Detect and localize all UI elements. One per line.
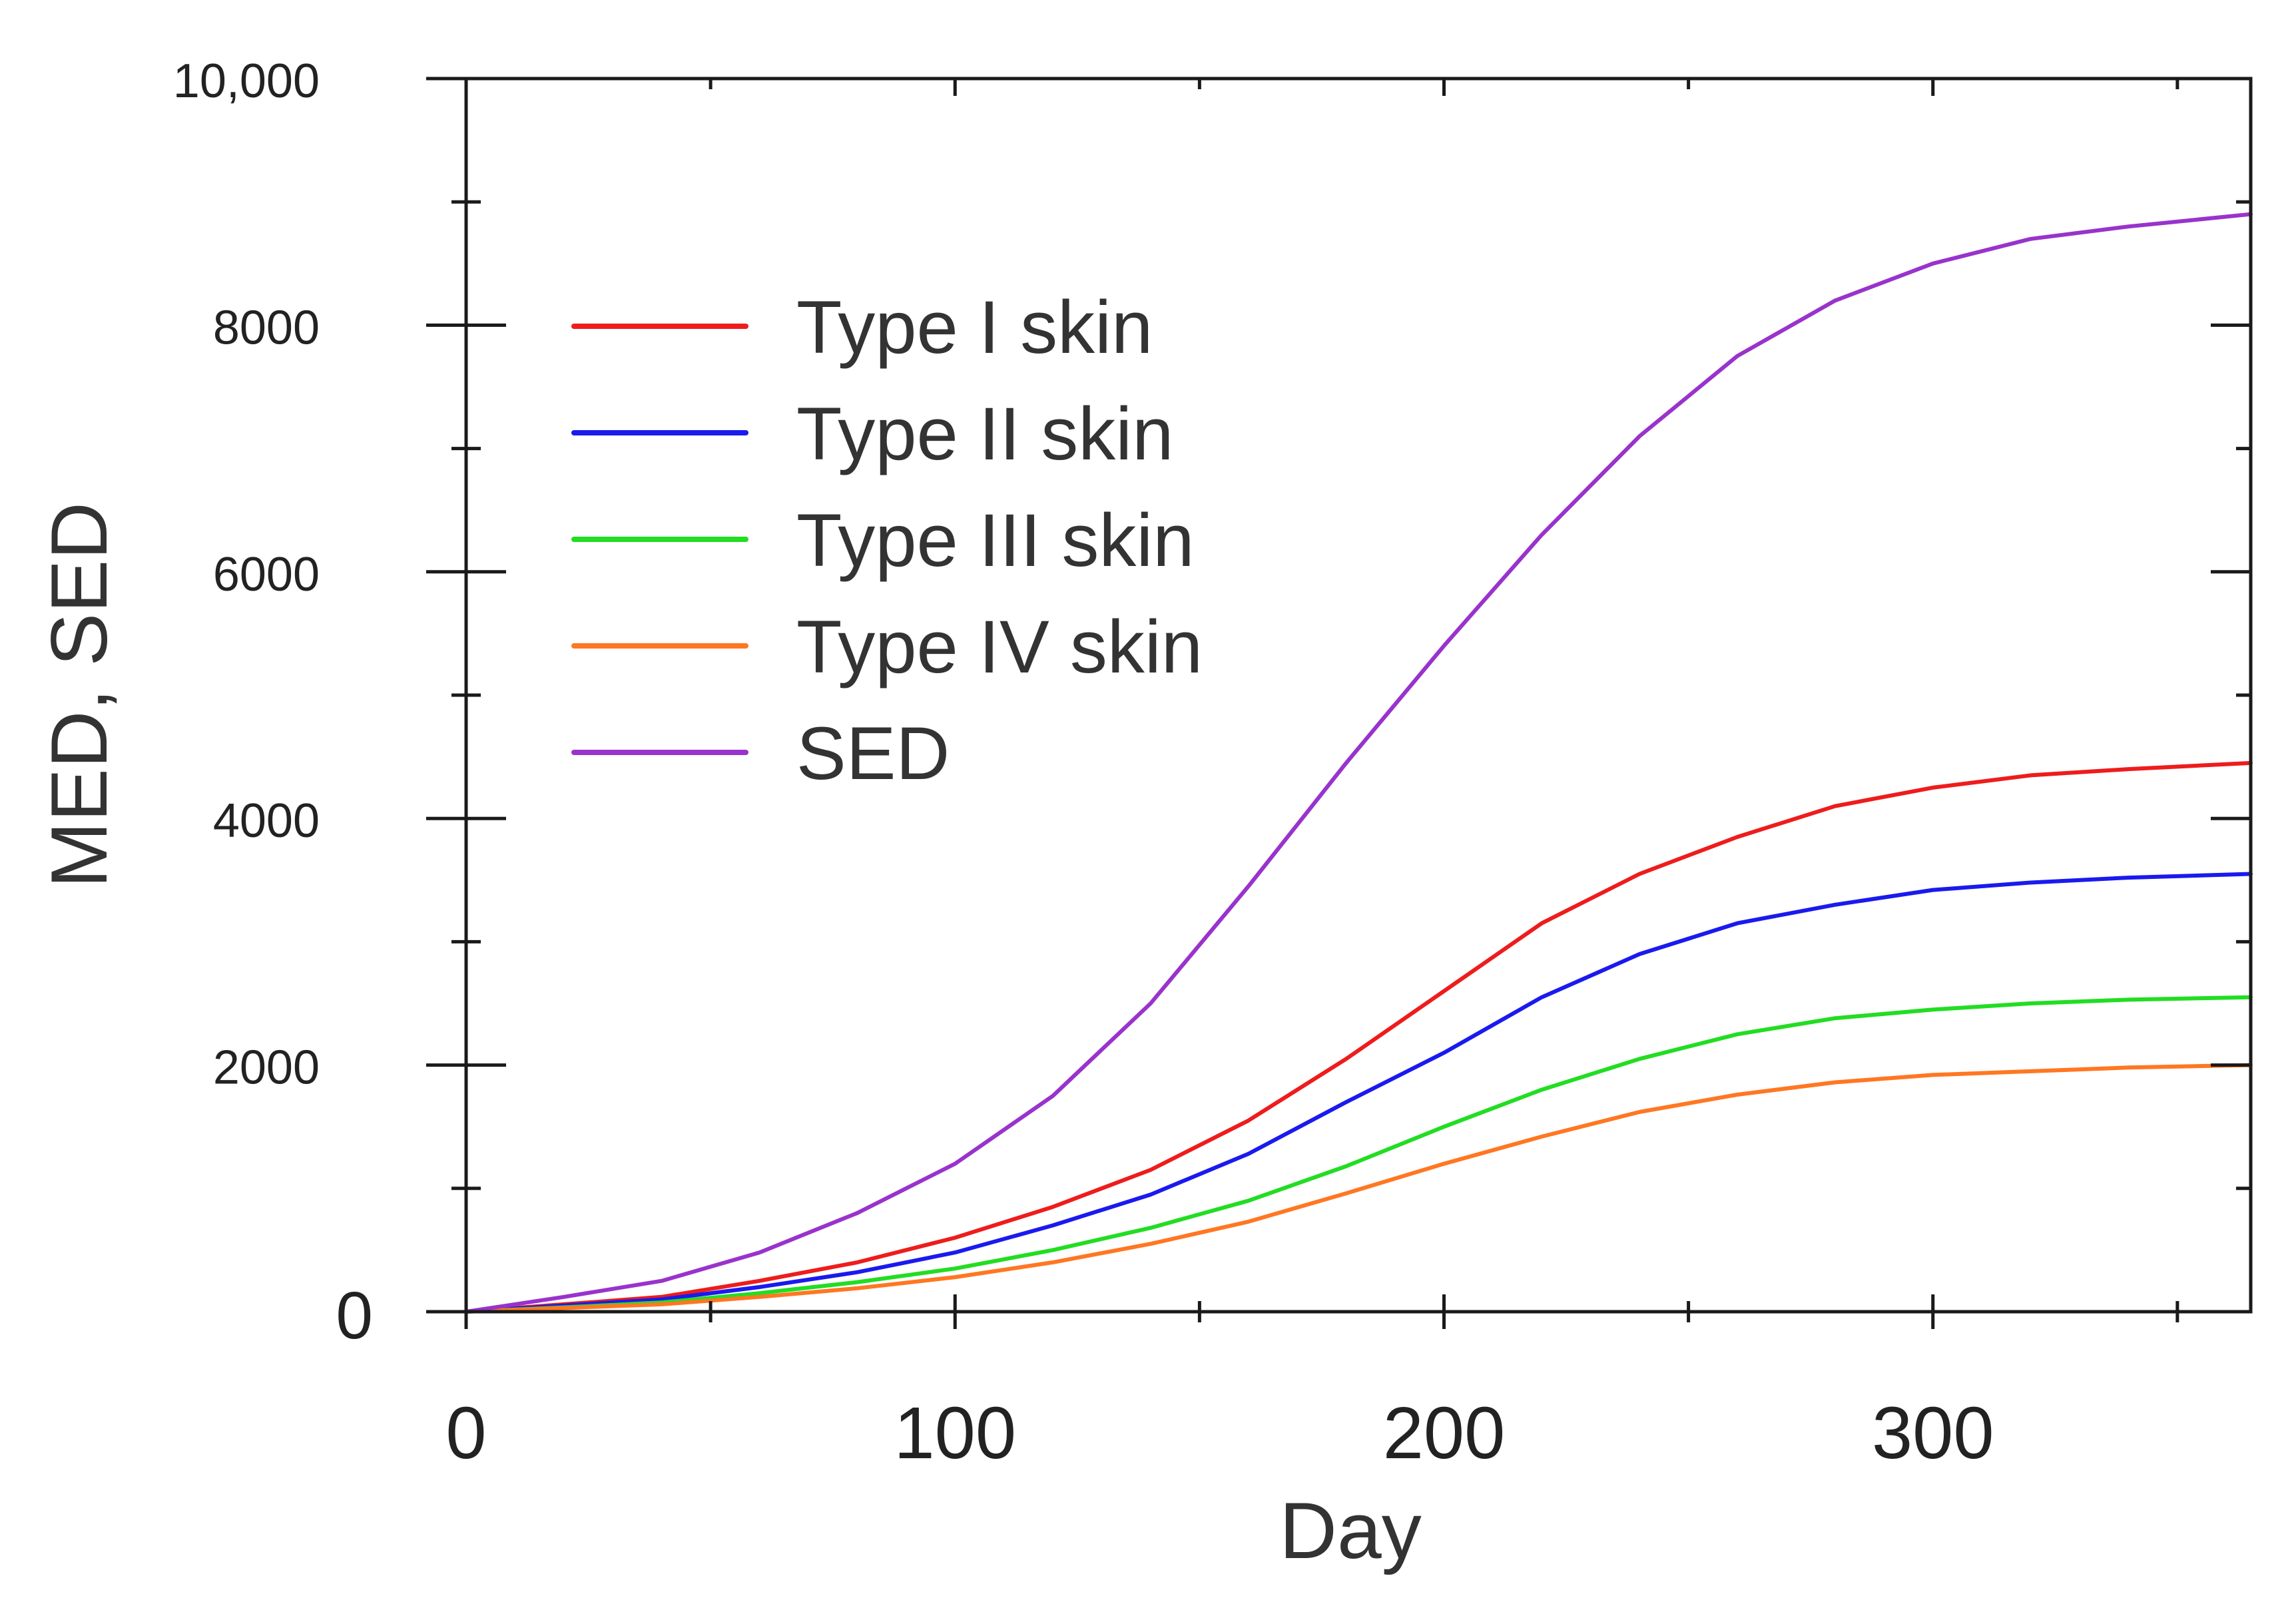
y-tick-label: 6000 [213,548,320,601]
legend-label-type-iii-skin: Type III skin [796,499,1195,582]
x-ticks: 0 100 200 300 [445,79,2179,1474]
x-axis-title: Day [1279,1486,1421,1575]
y-tick-label: 4000 [213,794,320,848]
y-axis-title: MED, SED [35,502,124,888]
legend-label-type-iv-skin: Type IV skin [796,605,1203,688]
x-tick-label: 0 [445,1392,486,1474]
series-line-type-i-skin [464,760,2253,1314]
series-line-sed [464,212,2253,1314]
y-tick-label: 10,000 [173,55,320,108]
y-ticks: 0 2000 4000 6000 8000 10,000 [173,55,2251,1353]
series-line-type-iv-skin [464,1063,2253,1314]
legend-label-type-ii-skin: Type II skin [796,392,1173,475]
x-tick-label: 100 [894,1392,1016,1474]
legend-label-sed: SED [796,712,950,795]
legend: Type I skin Type II skin Type III skin Type… [571,286,1203,795]
series-line-type-ii-skin [464,872,2253,1314]
y-tick-label: 0 [336,1278,373,1353]
x-tick-label: 200 [1383,1392,1506,1474]
y-tick-label: 2000 [213,1041,320,1095]
series-layer [464,212,2253,1314]
legend-label-type-i-skin: Type I skin [796,286,1153,369]
y-tick-label: 8000 [213,301,320,354]
x-tick-label: 300 [1872,1392,1994,1474]
series-line-type-iii-skin [464,995,2253,1314]
